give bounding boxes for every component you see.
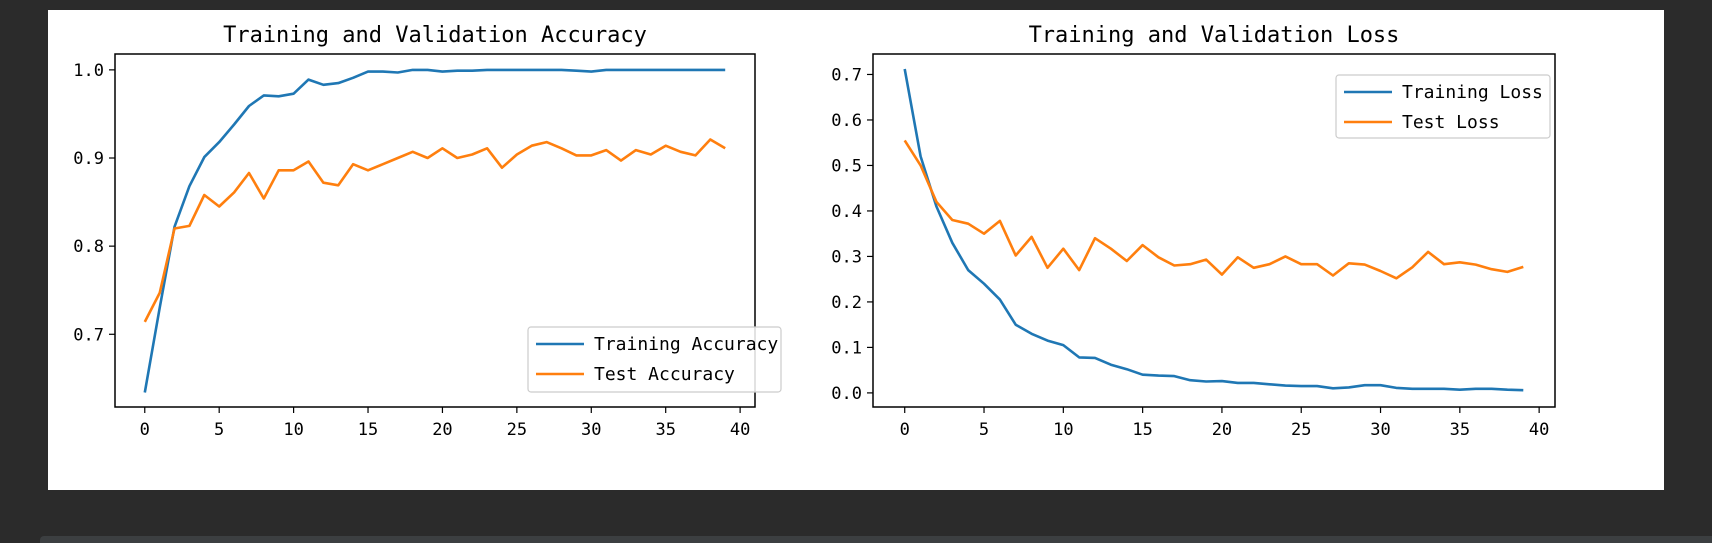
x-tick-label: 10 <box>283 420 303 440</box>
legend: Training Accuracy Test Accuracy <box>527 326 782 393</box>
axes-frame <box>872 53 1556 408</box>
legend-label: Training Accuracy <box>594 334 778 355</box>
y-tick-label: 0.5 <box>831 156 862 176</box>
y-tick-label: 0.7 <box>73 325 104 345</box>
x-tick-label: 20 <box>432 420 452 440</box>
y-tick-label: 0.7 <box>831 65 862 85</box>
figure-canvas: Training and Validation Accuracy 0 5 10 15 20… <box>48 10 1664 490</box>
y-tick-label: 0.9 <box>73 149 104 169</box>
y-tick-label: 0.0 <box>831 384 862 404</box>
legend: Training Loss Test Loss <box>1335 74 1551 139</box>
chart-title: Training and Validation Accuracy <box>223 23 647 48</box>
y-tick-label: 0.6 <box>831 111 862 131</box>
x-tick-label: 35 <box>655 420 675 440</box>
x-tick-label: 25 <box>1291 420 1311 440</box>
y-tick-label: 1.0 <box>73 61 104 81</box>
x-tick-label: 15 <box>1132 420 1152 440</box>
y-tick-label: 0.2 <box>831 293 862 313</box>
x-tick-label: 0 <box>900 420 910 440</box>
y-tick-label: 0.8 <box>73 237 104 257</box>
legend-label: Test Loss <box>1402 112 1500 133</box>
x-tick-label: 30 <box>1370 420 1390 440</box>
y-tick-label: 0.3 <box>831 247 862 267</box>
x-tick-label: 20 <box>1212 420 1232 440</box>
x-tick-label: 5 <box>214 420 224 440</box>
series-line-test-accuracy <box>143 138 726 323</box>
series-line-training-accuracy <box>143 68 726 393</box>
bottom-panel-edge <box>40 536 1712 543</box>
x-tick-label: 0 <box>140 420 150 440</box>
x-tick-label: 10 <box>1053 420 1073 440</box>
x-tick-label: 5 <box>979 420 989 440</box>
x-tick-label: 40 <box>1529 420 1549 440</box>
figure-svg: Training and Validation Accuracy 0 5 10 15 20… <box>73 23 1556 440</box>
x-tick-label: 25 <box>507 420 527 440</box>
axes-frame <box>114 53 756 408</box>
series-line-test-loss <box>903 139 1524 280</box>
chart-accuracy: Training and Validation Accuracy 0 5 10 15 20… <box>73 23 782 440</box>
chart-title: Training and Validation Loss <box>1029 23 1400 48</box>
x-tick-label: 40 <box>730 420 750 440</box>
chart-loss: Training and Validation Loss 0 5 10 15 20 25 30… <box>831 23 1556 440</box>
y-tick-label: 0.1 <box>831 338 862 358</box>
legend-box <box>527 326 782 393</box>
legend-label: Test Accuracy <box>594 364 735 385</box>
series-line-training-loss <box>903 68 1524 392</box>
legend-label: Training Loss <box>1402 82 1543 103</box>
y-tick-label: 0.4 <box>831 202 862 222</box>
x-tick-label: 15 <box>358 420 378 440</box>
x-tick-label: 35 <box>1450 420 1470 440</box>
x-tick-label: 30 <box>581 420 601 440</box>
